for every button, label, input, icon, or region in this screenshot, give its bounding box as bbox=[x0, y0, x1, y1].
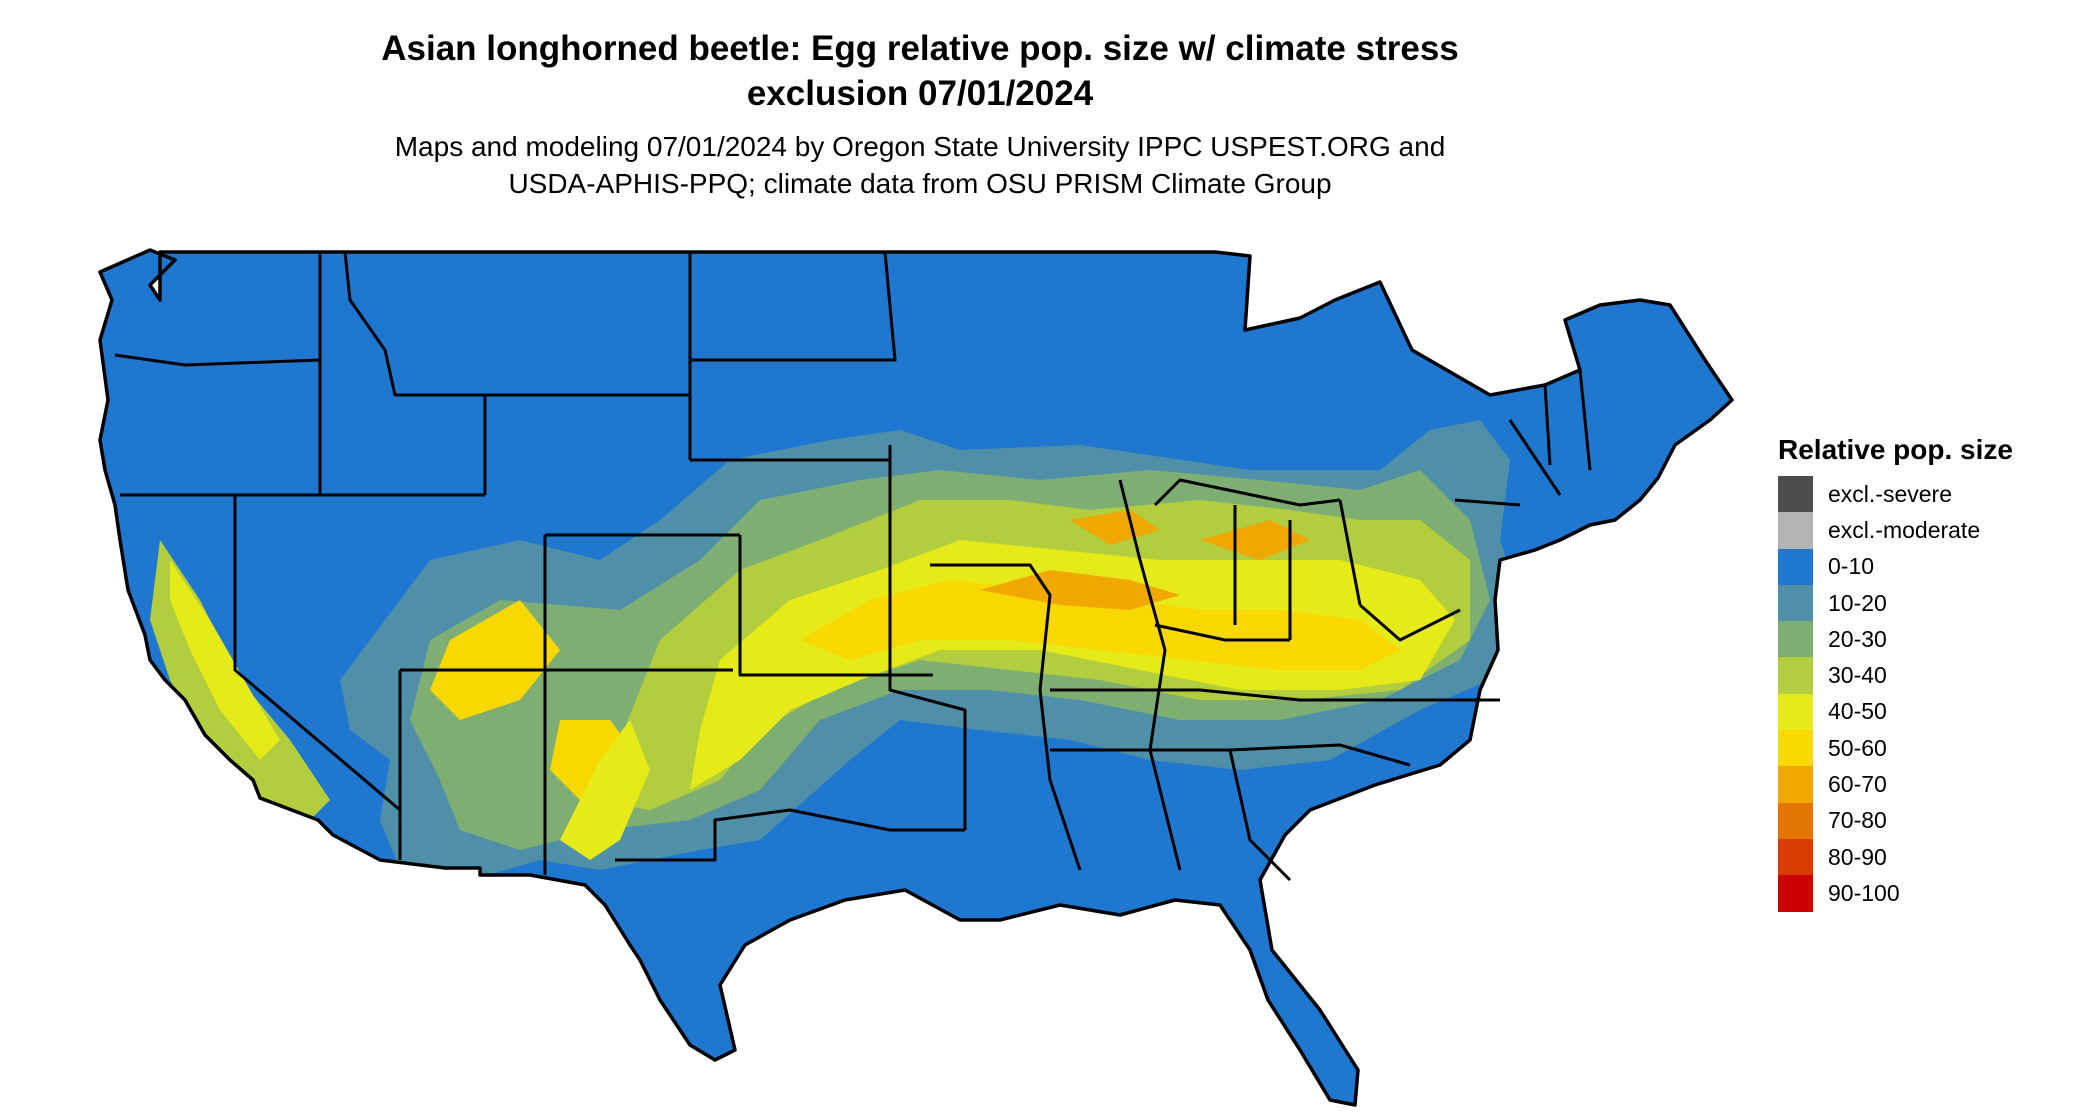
legend-item: 70-80 bbox=[1778, 802, 2078, 839]
legend-label: 80-90 bbox=[1828, 843, 1887, 870]
legend-label: 50-60 bbox=[1828, 734, 1887, 761]
legend-label: 30-40 bbox=[1828, 662, 1887, 689]
legend-item: 60-70 bbox=[1778, 766, 2078, 803]
legend-swatch bbox=[1778, 621, 1813, 658]
legend-item: excl.-moderate bbox=[1778, 512, 2078, 549]
legend-label: 60-70 bbox=[1828, 771, 1887, 798]
map-subtitle-line-1: Maps and modeling 07/01/2024 by Oregon S… bbox=[394, 131, 1446, 162]
zone-rio-grande bbox=[560, 720, 650, 860]
legend: Relative pop. size excl.-severe excl.-mo… bbox=[1778, 432, 2078, 912]
map-subtitle-line-2: USDA-APHIS-PPQ; climate data from OSU PR… bbox=[508, 168, 1332, 199]
legend-label: excl.-severe bbox=[1828, 480, 1952, 507]
legend-label: 0-10 bbox=[1828, 553, 1875, 580]
legend-item: 90-100 bbox=[1778, 875, 2078, 912]
legend-label: 40-50 bbox=[1828, 698, 1887, 725]
legend-swatch bbox=[1778, 802, 1813, 839]
legend-swatch bbox=[1778, 730, 1813, 767]
legend-swatch bbox=[1778, 766, 1813, 803]
legend-item: 40-50 bbox=[1778, 693, 2078, 731]
legend-item: 0-10 bbox=[1778, 548, 2078, 585]
legend-swatch bbox=[1778, 875, 1813, 912]
map-title-line-1: Asian longhorned beetle: Egg relative po… bbox=[381, 29, 1459, 68]
zone-band-50-60 bbox=[800, 580, 1400, 670]
legend-item: 50-60 bbox=[1778, 730, 2078, 767]
map-subtitle: Maps and modeling 07/01/2024 by Oregon S… bbox=[0, 128, 1840, 202]
legend-label: 90-100 bbox=[1828, 879, 1900, 906]
legend-swatch bbox=[1778, 657, 1813, 694]
legend-swatch bbox=[1778, 512, 1813, 549]
legend-item: excl.-severe bbox=[1778, 476, 2078, 513]
legend-swatch bbox=[1778, 584, 1813, 622]
us-population-map bbox=[98, 248, 1734, 1107]
map-title-line-2: exclusion 07/01/2024 bbox=[746, 74, 1094, 113]
legend-label: 10-20 bbox=[1828, 589, 1887, 616]
legend-item: 20-30 bbox=[1778, 621, 2078, 658]
legend-items: excl.-severe excl.-moderate 0-10 10-20 2… bbox=[1778, 476, 2078, 912]
legend-swatch bbox=[1778, 548, 1813, 585]
zone-four-corners bbox=[430, 600, 640, 800]
legend-item: 30-40 bbox=[1778, 657, 2078, 694]
zone-band-60-70 bbox=[980, 510, 1310, 610]
legend-label: 20-30 bbox=[1828, 625, 1887, 652]
zone-southwest-hot bbox=[170, 560, 280, 760]
map-title: Asian longhorned beetle: Egg relative po… bbox=[0, 26, 1840, 116]
legend-item: 10-20 bbox=[1778, 584, 2078, 622]
legend-label: 70-80 bbox=[1828, 807, 1887, 834]
legend-title: Relative pop. size bbox=[1778, 434, 2013, 465]
legend-swatch bbox=[1778, 476, 1813, 513]
legend-item: 80-90 bbox=[1778, 838, 2078, 876]
legend-swatch bbox=[1778, 693, 1813, 731]
legend-label: excl.-moderate bbox=[1828, 516, 1981, 543]
legend-swatch bbox=[1778, 838, 1813, 876]
state-boundaries bbox=[114, 251, 1592, 882]
